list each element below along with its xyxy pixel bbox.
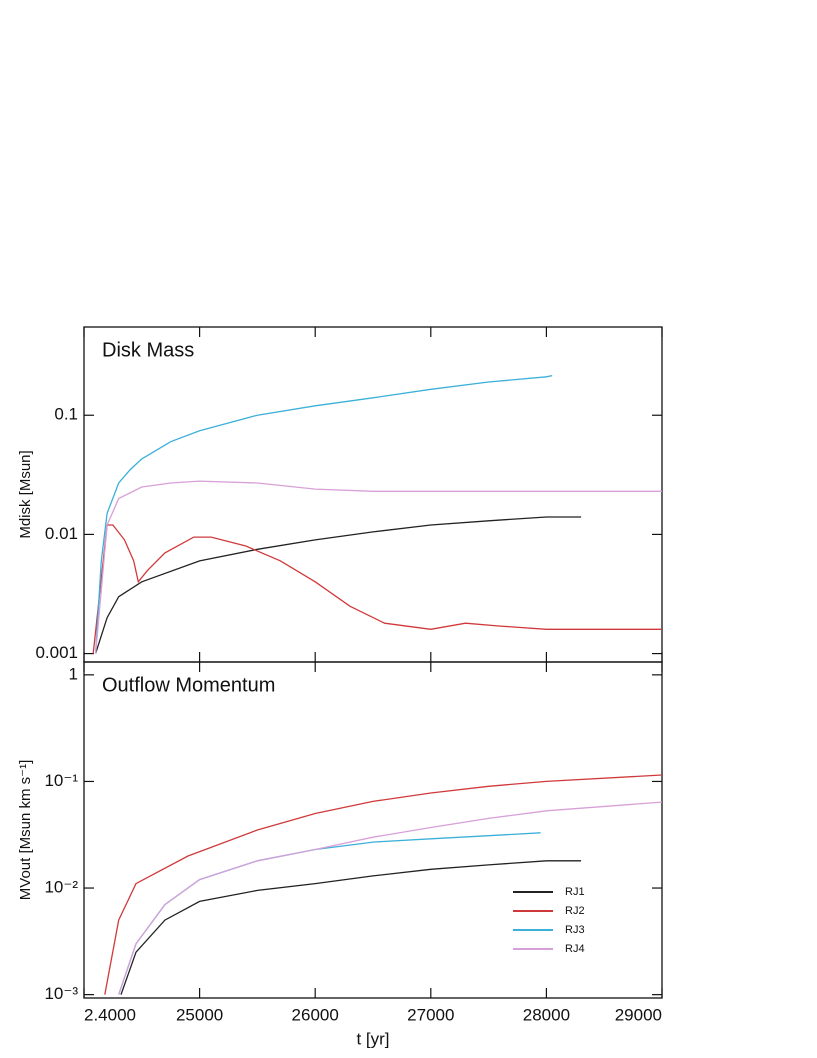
y-tick-label: 1 [69,664,78,683]
series-group [104,774,662,995]
x-tick-label: 2.4000 [84,1005,136,1024]
series-line [120,860,582,995]
x-tick-label: 26000 [292,1005,339,1024]
y-tick-label: 10⁻² [44,878,78,897]
panel-title: Outflow Momentum [102,674,275,696]
y-tick-label: 10⁻³ [44,984,78,1003]
panel-title: Disk Mass [102,339,194,361]
y-tick-label: 0.01 [45,524,78,543]
x-tick-label: 27000 [407,1005,454,1024]
x-tick-label: 25000 [176,1005,223,1024]
series-line [118,801,662,995]
legend-label: RJ2 [565,905,585,917]
x-tick-label: 28000 [523,1005,570,1024]
x-tick-label: 29000 [615,1005,662,1024]
y-axis-label: Mdisk [Msun] [17,450,34,538]
y-tick-label: 0.001 [35,643,78,662]
series-line [118,832,541,995]
y-axis-label: MVout [Msun km s⁻¹] [17,760,34,900]
legend-label: RJ3 [565,924,585,936]
series-line [94,374,553,654]
legend-label: RJ1 [565,886,585,898]
series-group [92,374,662,654]
y-tick-label: 10⁻¹ [44,771,78,790]
y-tick-label: 0.1 [54,405,78,424]
legend-label: RJ4 [565,943,585,955]
plot-frame [83,326,663,663]
series-line [104,774,662,995]
series-line [92,524,662,654]
plot-frame [83,661,663,999]
series-line [94,480,662,654]
x-axis-label: t [yr] [356,1029,389,1048]
series-line [94,516,582,654]
